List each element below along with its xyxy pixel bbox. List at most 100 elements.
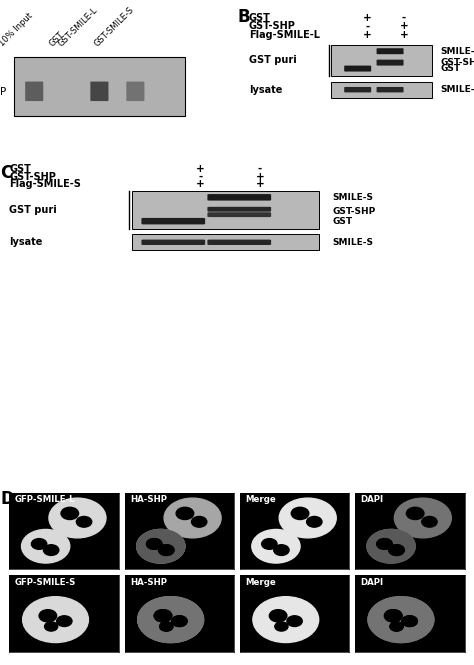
Circle shape <box>377 539 392 549</box>
Text: SMILE-S: SMILE-S <box>333 238 374 247</box>
FancyBboxPatch shape <box>14 57 185 116</box>
Text: GFP-SMILE-L: GFP-SMILE-L <box>15 495 75 504</box>
FancyBboxPatch shape <box>91 82 109 101</box>
FancyBboxPatch shape <box>376 60 403 66</box>
Text: GST-SHP: GST-SHP <box>9 172 56 182</box>
Text: HA-SHP: HA-SHP <box>130 495 167 504</box>
Text: lysate: lysate <box>249 84 282 94</box>
Text: Flag-SMILE-S: Flag-SMILE-S <box>9 180 82 190</box>
Circle shape <box>275 622 288 631</box>
Circle shape <box>146 539 162 549</box>
Text: $^{35}$S-SHP: $^{35}$S-SHP <box>0 84 7 98</box>
Circle shape <box>56 616 72 626</box>
Circle shape <box>146 539 162 549</box>
Text: +: + <box>255 172 264 182</box>
Circle shape <box>389 545 404 555</box>
Circle shape <box>172 616 187 626</box>
Text: DAPI: DAPI <box>360 495 383 504</box>
FancyBboxPatch shape <box>132 191 319 229</box>
Circle shape <box>164 498 221 538</box>
Text: B: B <box>238 8 251 26</box>
FancyBboxPatch shape <box>208 207 271 211</box>
Circle shape <box>138 597 203 642</box>
Text: SMILE-S: SMILE-S <box>333 193 374 201</box>
Circle shape <box>172 616 187 626</box>
Text: -: - <box>258 164 262 174</box>
Text: SMILE-L: SMILE-L <box>441 85 474 94</box>
Circle shape <box>137 529 185 563</box>
Circle shape <box>154 610 172 622</box>
FancyBboxPatch shape <box>344 66 371 72</box>
Text: GST: GST <box>47 30 66 48</box>
Circle shape <box>406 507 424 519</box>
Circle shape <box>154 610 172 622</box>
Circle shape <box>402 616 418 626</box>
Text: GST puri: GST puri <box>249 55 296 65</box>
Circle shape <box>367 529 415 563</box>
Circle shape <box>402 616 418 626</box>
Circle shape <box>31 539 47 549</box>
Text: GST-SHP: GST-SHP <box>441 58 474 67</box>
Text: GST-SMILE-L: GST-SMILE-L <box>56 5 100 48</box>
Text: 10% Input: 10% Input <box>0 11 34 48</box>
FancyBboxPatch shape <box>141 218 205 224</box>
Circle shape <box>368 597 434 642</box>
Circle shape <box>367 529 415 563</box>
Text: D: D <box>0 489 14 507</box>
Circle shape <box>389 545 404 555</box>
Text: +: + <box>196 180 205 190</box>
Text: DAPI: DAPI <box>360 578 383 587</box>
Circle shape <box>137 529 185 563</box>
Circle shape <box>160 622 173 631</box>
Circle shape <box>368 597 434 642</box>
Text: +: + <box>196 164 205 174</box>
FancyBboxPatch shape <box>25 82 43 101</box>
Circle shape <box>39 610 56 622</box>
Text: GST-SHP: GST-SHP <box>333 207 376 216</box>
Circle shape <box>394 498 451 538</box>
Circle shape <box>191 517 207 527</box>
Text: SMILE-L: SMILE-L <box>441 47 474 56</box>
Circle shape <box>390 622 403 631</box>
Circle shape <box>61 507 79 519</box>
Circle shape <box>49 498 106 538</box>
Circle shape <box>292 507 309 519</box>
Text: +: + <box>255 180 264 190</box>
Circle shape <box>384 610 402 622</box>
Circle shape <box>138 597 203 642</box>
Text: GST: GST <box>333 217 353 225</box>
Circle shape <box>422 517 437 527</box>
Text: GST-SMILE-S: GST-SMILE-S <box>92 5 136 48</box>
Circle shape <box>287 616 302 626</box>
Circle shape <box>279 498 336 538</box>
Text: GST: GST <box>249 13 271 23</box>
FancyBboxPatch shape <box>127 82 145 101</box>
Text: +: + <box>400 30 409 40</box>
FancyBboxPatch shape <box>344 87 371 92</box>
Circle shape <box>252 529 300 563</box>
Text: +: + <box>363 30 372 40</box>
Text: Merge: Merge <box>245 495 276 504</box>
FancyBboxPatch shape <box>208 212 271 217</box>
Text: Flag-SMILE-L: Flag-SMILE-L <box>249 30 319 40</box>
Circle shape <box>269 610 287 622</box>
Circle shape <box>273 545 289 555</box>
Circle shape <box>390 622 403 631</box>
Circle shape <box>176 507 194 519</box>
Circle shape <box>44 545 59 555</box>
Circle shape <box>384 610 402 622</box>
FancyBboxPatch shape <box>376 87 403 92</box>
Text: -: - <box>365 21 370 31</box>
Text: HA-SHP: HA-SHP <box>130 578 167 587</box>
Circle shape <box>159 545 174 555</box>
FancyBboxPatch shape <box>132 234 319 251</box>
Circle shape <box>377 539 392 549</box>
Text: +: + <box>363 13 372 23</box>
Circle shape <box>21 529 70 563</box>
Circle shape <box>160 622 173 631</box>
Text: GST: GST <box>441 64 461 73</box>
FancyBboxPatch shape <box>208 194 271 201</box>
FancyBboxPatch shape <box>141 239 205 245</box>
Circle shape <box>159 545 174 555</box>
Text: +: + <box>400 21 409 31</box>
